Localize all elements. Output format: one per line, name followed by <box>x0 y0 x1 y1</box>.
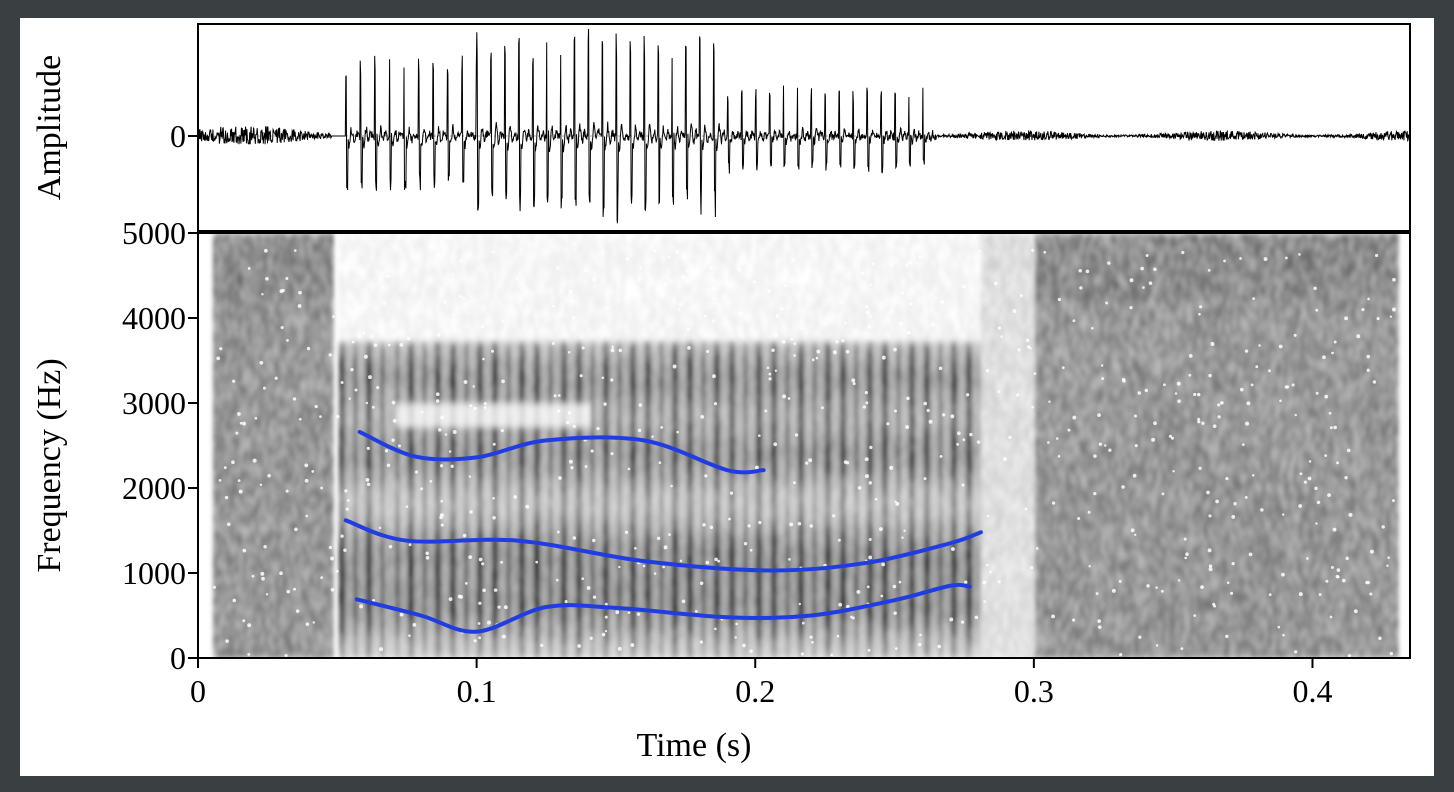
y-tick-label-5: 5000 <box>122 215 186 251</box>
y-axis-label: Frequency (Hz) <box>31 358 68 572</box>
x-tick-label-4: 0.4 <box>1292 673 1332 709</box>
y-tick-label-3: 3000 <box>122 385 186 421</box>
waveform-panel <box>198 28 1410 224</box>
x-tick-label-0: 0 <box>190 673 206 709</box>
waveform-y-axis-label: Amplitude <box>31 55 68 200</box>
axes: 0 0.1 0.2 0.3 0.4 0 1000 2000 3000 4000 5000 0 <box>122 118 1332 709</box>
formant-tracks <box>343 429 983 634</box>
y-tick-label-2: 2000 <box>122 470 186 506</box>
spectrogram-heatmap <box>212 233 1399 658</box>
wave-y-tick-label-0: 0 <box>170 118 186 154</box>
y-tick-label-0: 0 <box>170 640 186 676</box>
formant-f2 <box>343 518 983 573</box>
formant-f3 <box>357 429 766 475</box>
x-tick-label-3: 0.3 <box>1014 673 1054 709</box>
x-axis-label: Time (s) <box>637 727 752 764</box>
spectrogram-figure: Amplitude 0 0.1 0.2 0.3 0.4 0 1000 2000 3000 4000… <box>31 23 1411 764</box>
y-tick-label-4: 4000 <box>122 300 186 336</box>
x-tick-label-1: 0.1 <box>457 673 497 709</box>
waveform-trace <box>198 28 1410 224</box>
x-tick-label-2: 0.2 <box>735 673 775 709</box>
formant-f1 <box>354 582 972 634</box>
spectrogram-frame <box>197 232 1411 659</box>
spectrogram-texture <box>213 233 1399 658</box>
waveform-clip <box>198 28 1410 224</box>
figure-panel: Amplitude 0 0.1 0.2 0.3 0.4 0 1000 2000 3000 4000… <box>20 18 1434 776</box>
y-tick-label-1: 1000 <box>122 555 186 591</box>
spectrogram-clip <box>212 233 1399 658</box>
waveform-frame <box>197 23 1411 232</box>
